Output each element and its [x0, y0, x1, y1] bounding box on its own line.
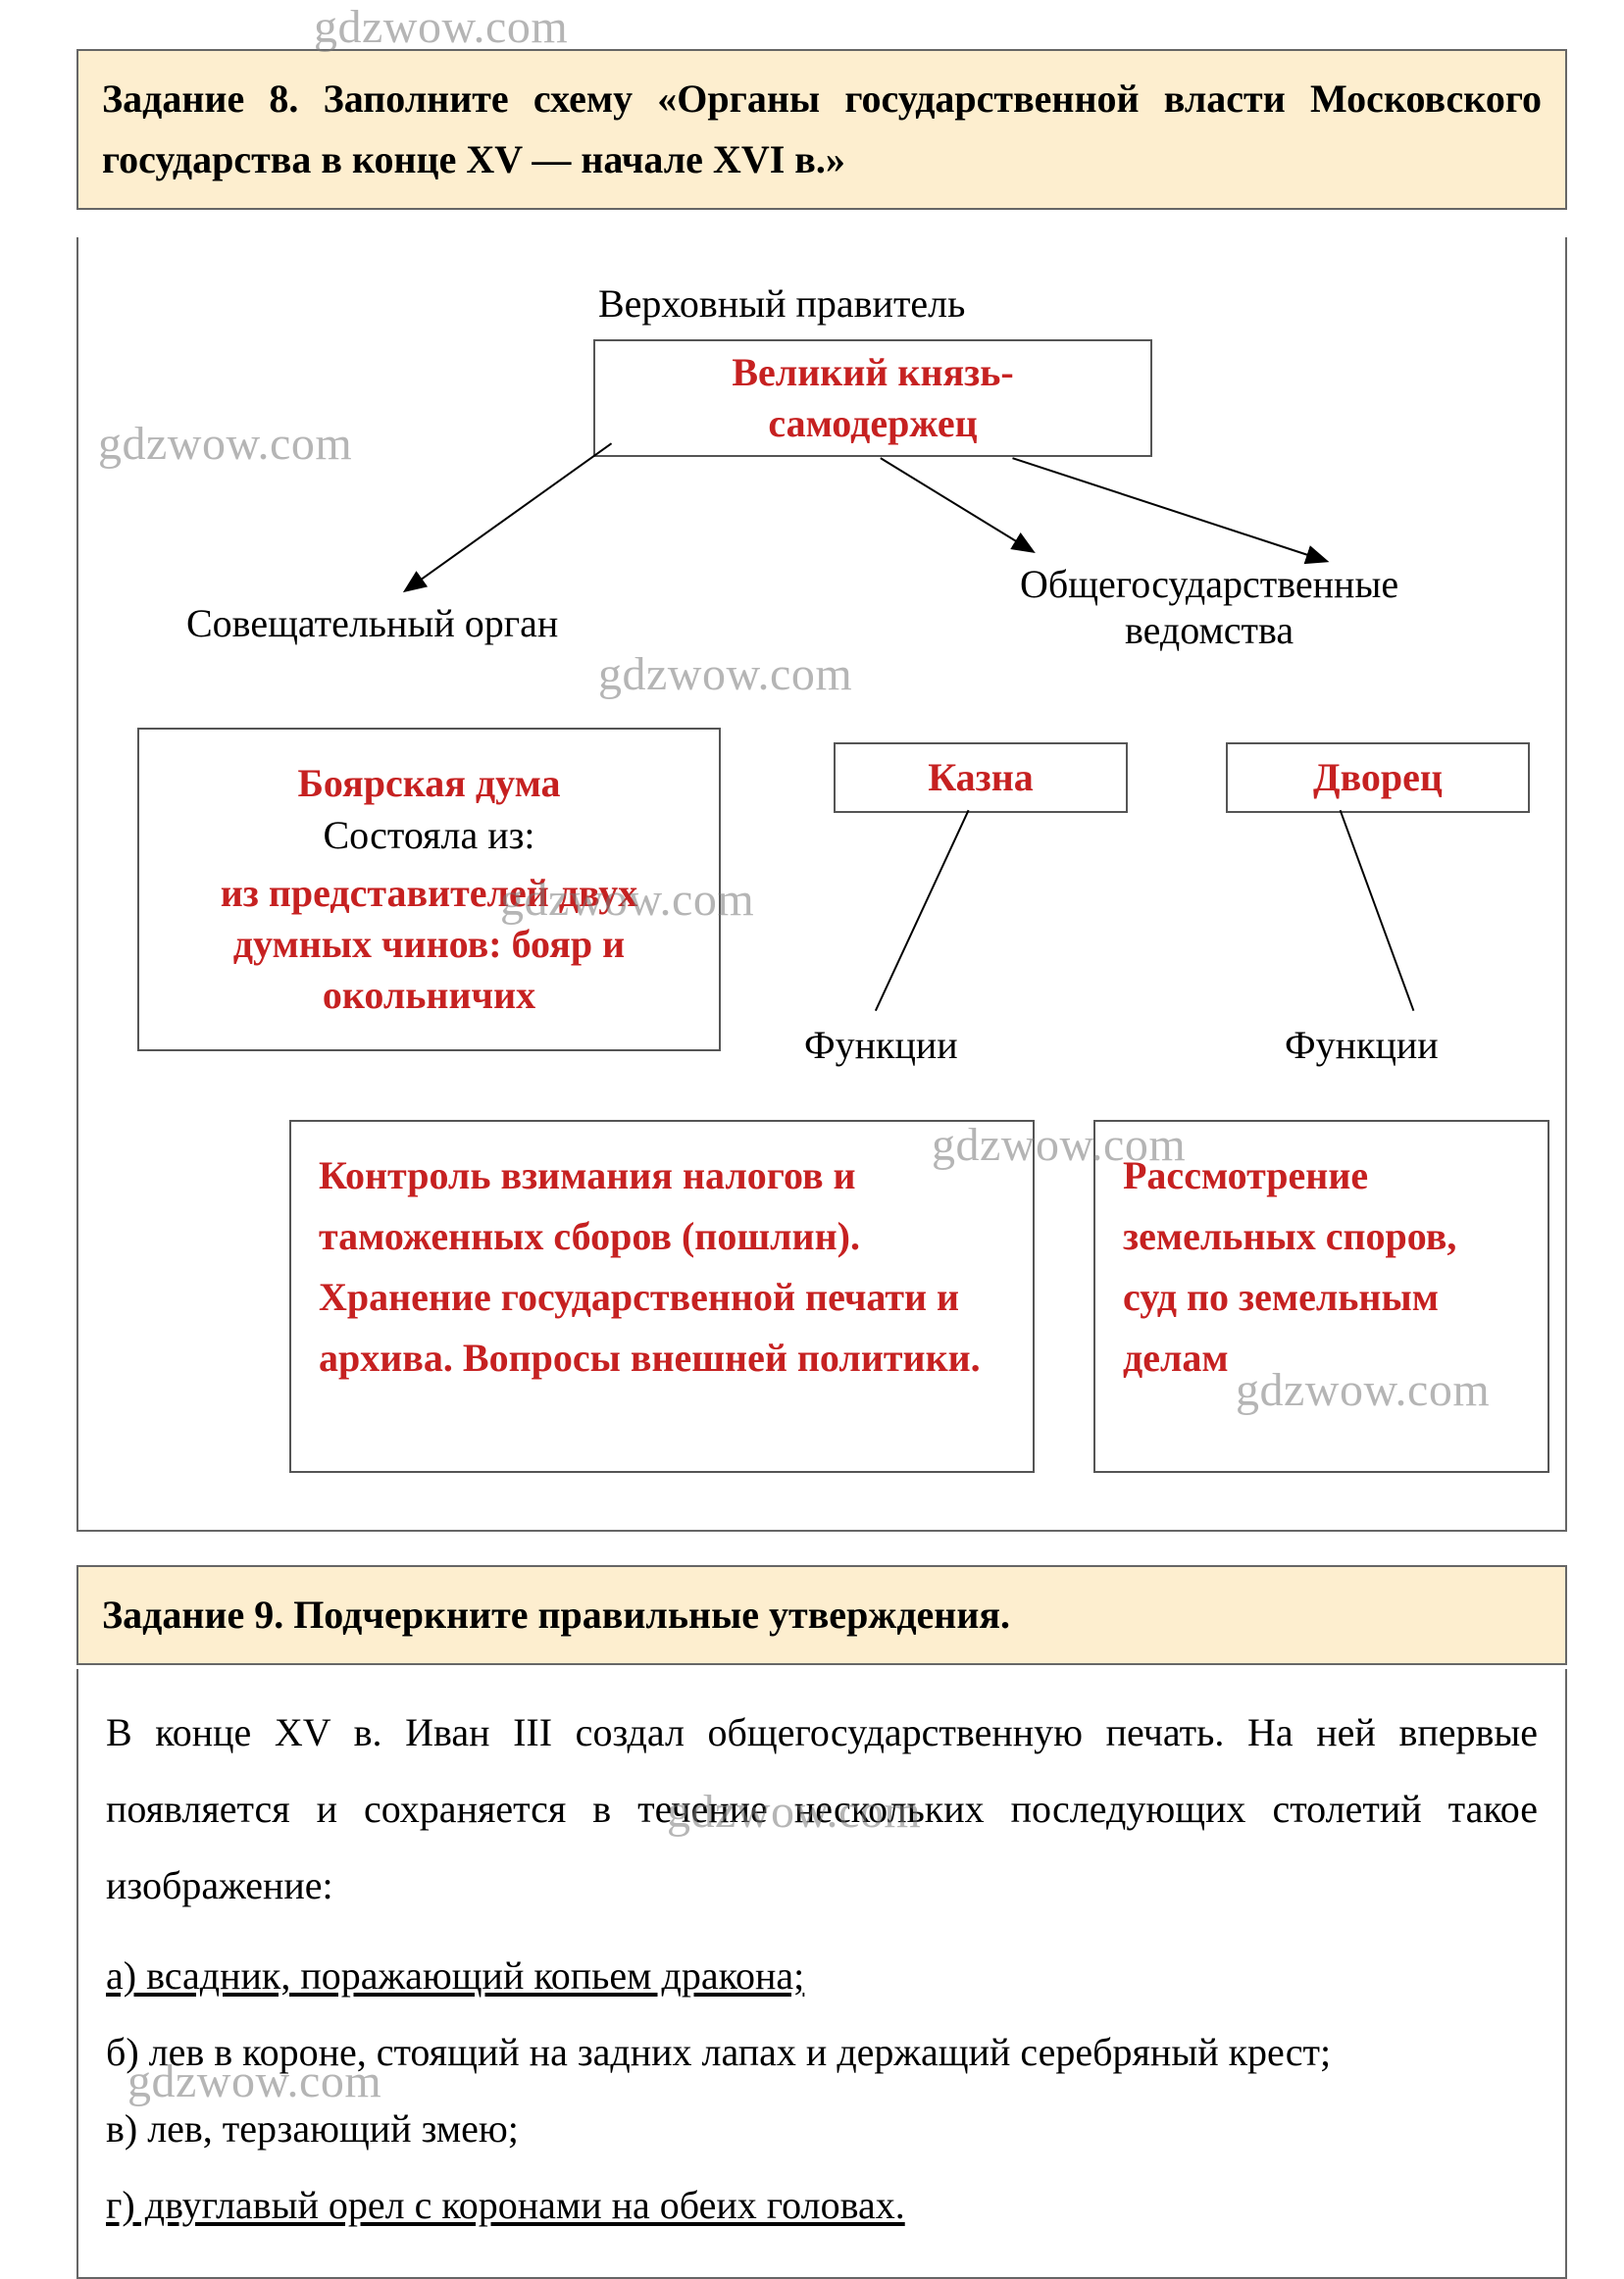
left-branch-label: Совещательный орган: [186, 600, 558, 646]
top-ruler-label: Верховный правитель: [598, 280, 965, 327]
top-ruler-line2: самодержец: [768, 398, 977, 449]
top-ruler-box: Великий князь- самодержец: [593, 339, 1152, 457]
right-branch-label: Общегосударственные ведомства: [1020, 561, 1398, 653]
top-ruler-line1: Великий князь-: [732, 347, 1013, 398]
task9-intro: В конце XV в. Иван III создал общегосуда…: [106, 1695, 1538, 1924]
dvorets-func-label: Функции: [1285, 1022, 1439, 1068]
page-root: gdzwow.com gdzwow.com gdzwow.com gdzwow.…: [0, 0, 1624, 2002]
diagram-area: Верховный правитель Великий князь- самод…: [76, 237, 1567, 1532]
task9-option-c: в) лев, терзающий змею;: [106, 2099, 1538, 2159]
task8-header: Задание 8. Заполните схему «Органы госуд…: [76, 49, 1567, 210]
kazna-label: Казна: [928, 752, 1034, 803]
task9-option-b: б) лев в короне, стоящий на задних лапах…: [106, 2022, 1538, 2083]
kazna-box: Казна: [834, 742, 1128, 813]
task9-option-d: г) двуглавый орел с коронами на обеих го…: [106, 2175, 1538, 2236]
duma-title: Боярская дума: [297, 758, 560, 809]
kazna-func-label: Функции: [804, 1022, 958, 1068]
dvorets-func-box: Рассмотрение земельных споров, суд по зе…: [1093, 1120, 1549, 1473]
duma-box: Боярская дума Состояла из: из представит…: [137, 728, 721, 1051]
right-branch-line1: Общегосударственные: [1020, 561, 1398, 607]
right-branch-line2: ведомства: [1020, 607, 1398, 653]
kazna-func-box: Контроль взимания налогов и таможенных с…: [289, 1120, 1035, 1473]
duma-body: из представителей двух думных чинов: боя…: [157, 868, 701, 1021]
task9-option-a: а) всадник, поражающий копьем дракона;: [106, 1946, 1538, 2006]
dvorets-box: Дворец: [1226, 742, 1530, 813]
task9-header: Задание 9. Подчеркните правильные утверж…: [76, 1565, 1567, 1665]
dvorets-label: Дворец: [1313, 752, 1443, 803]
task9-body: В конце XV в. Иван III создал общегосуда…: [76, 1669, 1567, 2279]
watermark: gdzwow.com: [314, 0, 568, 54]
duma-sub: Состояла из:: [323, 809, 534, 862]
